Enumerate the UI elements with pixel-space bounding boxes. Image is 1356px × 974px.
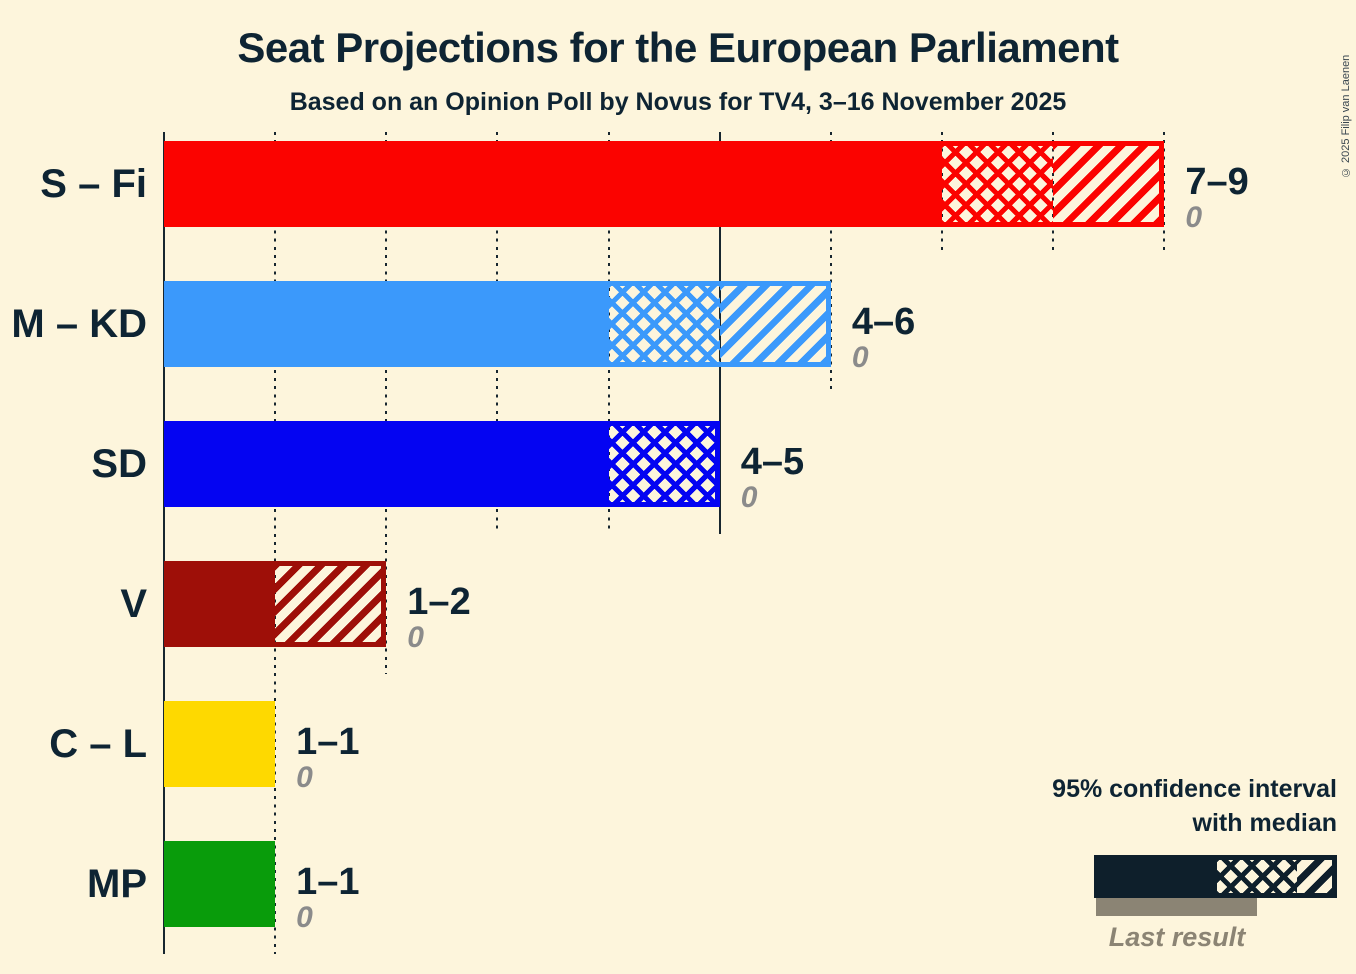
bar-s-fi-crosshatch-median — [942, 140, 1054, 227]
bar-s-fi-solid — [164, 140, 943, 227]
gridline-9 — [1163, 132, 1166, 254]
legend-last-result-bar — [1096, 898, 1257, 916]
ci-range-label-m-kd: 4–6 — [851, 300, 916, 343]
bar-mp-solid — [164, 840, 276, 927]
chart-title: Seat Projections for the European Parlia… — [237, 24, 1119, 71]
copyright-note: © 2025 Filip van Laenen — [1340, 54, 1352, 178]
bar-sd-crosshatch-median — [608, 420, 720, 507]
party-label-c-l: C – L — [49, 721, 147, 766]
bar-mp — [164, 840, 276, 927]
party-label-v: V — [120, 581, 147, 626]
gridline-2 — [385, 132, 388, 674]
legend-title-line1: 95% confidence interval — [1052, 775, 1337, 803]
bar-s-fi-border — [164, 140, 1165, 227]
legend-sample-border — [1094, 855, 1337, 898]
bar-mp-border — [164, 840, 276, 927]
bar-c-l — [164, 700, 276, 787]
bar-c-l-solid — [164, 700, 276, 787]
last-result-value-c-l: 0 — [296, 760, 313, 794]
legend-confidence-interval-sample — [1094, 855, 1337, 898]
ci-range-label-mp: 1–1 — [296, 860, 360, 903]
bar-m-kd-crosshatch-median — [608, 280, 720, 367]
party-label-s-fi: S – Fi — [40, 161, 147, 206]
bar-v — [164, 560, 387, 647]
bar-s-fi — [164, 140, 1165, 227]
last-result-value-m-kd: 0 — [851, 340, 869, 374]
last-result-value-v: 0 — [407, 620, 424, 654]
last-result-value-s-fi: 0 — [1185, 200, 1203, 234]
gridline-1 — [274, 132, 277, 954]
last-result-value-mp: 0 — [296, 900, 313, 934]
bar-sd-border — [164, 420, 720, 507]
last-result-value-sd: 0 — [740, 480, 758, 514]
party-label-mp: MP — [87, 861, 147, 906]
ci-range-label-s-fi: 7–9 — [1185, 160, 1249, 203]
legend-title-line2: with median — [1192, 809, 1337, 837]
party-label-sd: SD — [91, 441, 147, 486]
bar-sd-solid — [164, 420, 609, 507]
bar-v-diagonal-upper — [275, 560, 387, 647]
bar-m-kd-diagonal-upper — [719, 280, 831, 367]
bar-sd — [164, 420, 720, 507]
ci-range-label-c-l: 1–1 — [296, 720, 360, 763]
legend-title: 95% confidence interval with median — [1052, 772, 1337, 840]
legend-diagonal-segment — [1297, 855, 1337, 898]
bar-m-kd-border — [164, 280, 831, 367]
ci-range-label-sd: 4–5 — [740, 440, 805, 483]
bar-m-kd — [164, 280, 831, 367]
bar-v-solid — [164, 560, 276, 647]
bar-m-kd-solid — [164, 280, 609, 367]
bar-s-fi-diagonal-upper — [1053, 140, 1165, 227]
legend-solid-segment — [1094, 855, 1217, 898]
chart-subtitle: Based on an Opinion Poll by Novus for TV… — [289, 88, 1067, 116]
bar-v-border — [164, 560, 387, 647]
legend-crosshatch-segment — [1217, 855, 1297, 898]
gridline-0 — [163, 132, 165, 954]
bar-c-l-border — [164, 700, 276, 787]
legend-last-result-label: Last result — [1108, 922, 1246, 952]
ci-range-label-v: 1–2 — [407, 580, 471, 623]
gridline-6 — [829, 132, 832, 394]
party-label-m-kd: M – KD — [11, 301, 147, 346]
